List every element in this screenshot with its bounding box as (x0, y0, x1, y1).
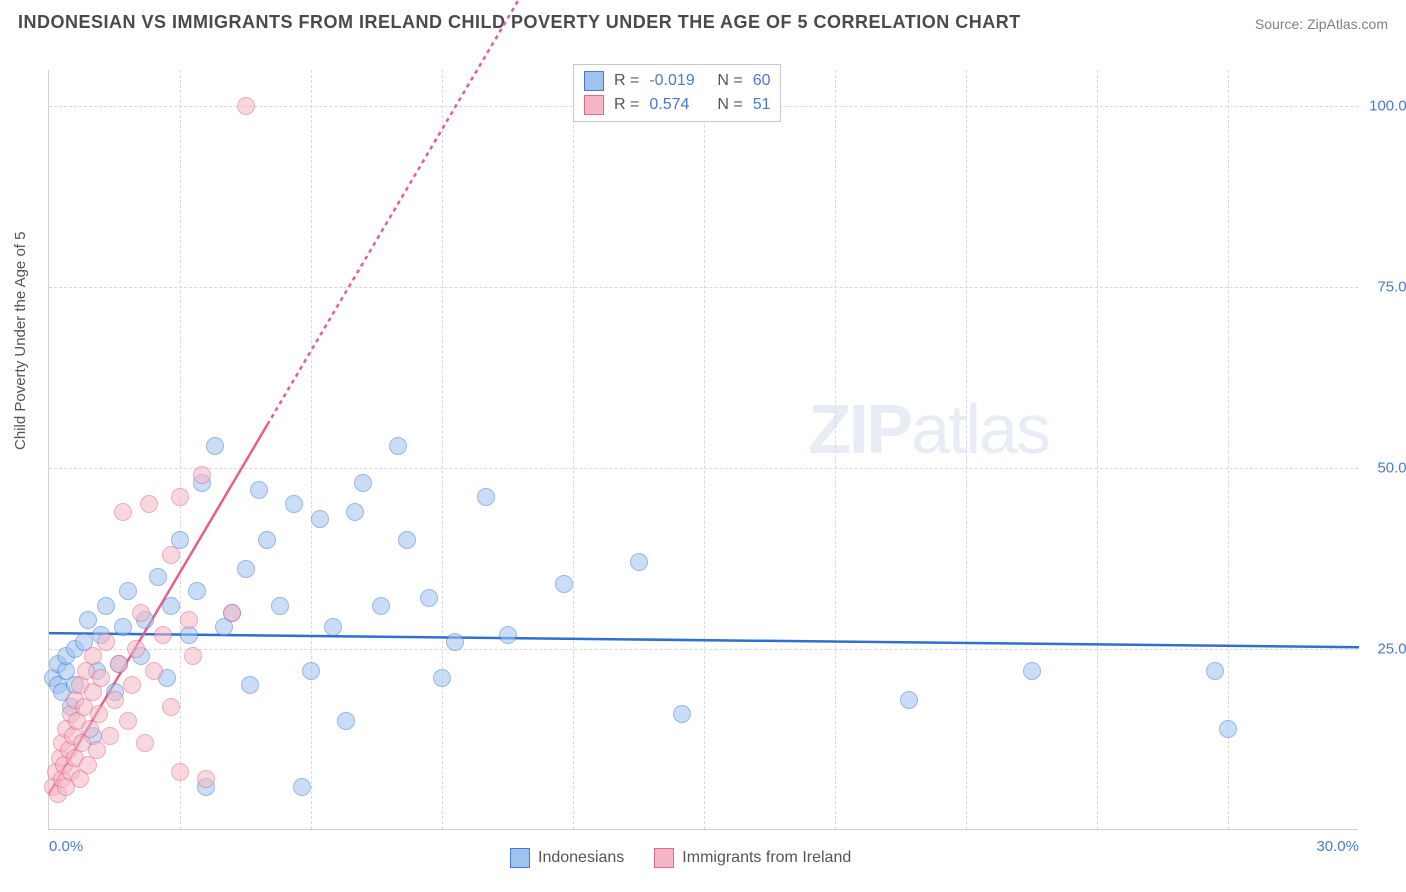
stats-legend: R = -0.019 N = 60 R = 0.574 N = 51 (573, 64, 781, 122)
scatter-point (145, 662, 163, 680)
scatter-point (398, 531, 416, 549)
stat-n-label: N = (717, 93, 742, 117)
scatter-point (88, 741, 106, 759)
scatter-point (180, 611, 198, 629)
scatter-point (123, 676, 141, 694)
stat-r-value: 0.574 (649, 93, 707, 117)
scatter-point (162, 597, 180, 615)
x-tick-label: 0.0% (49, 838, 83, 855)
y-tick-label: 100.0% (1369, 98, 1406, 115)
y-axis-label: Child Poverty Under the Age of 5 (12, 232, 29, 450)
scatter-point (389, 437, 407, 455)
scatter-point (354, 474, 372, 492)
scatter-point (1219, 720, 1237, 738)
stats-row: R = -0.019 N = 60 (584, 69, 770, 93)
scatter-point (90, 705, 108, 723)
y-tick-label: 25.0% (1377, 641, 1406, 658)
scatter-point (193, 466, 211, 484)
scatter-point (420, 589, 438, 607)
y-tick-label: 50.0% (1377, 460, 1406, 477)
stat-r-label: R = (614, 93, 639, 117)
legend-swatch (584, 95, 604, 115)
scatter-point (250, 481, 268, 499)
scatter-point (271, 597, 289, 615)
legend-label: Indonesians (538, 849, 624, 867)
scatter-point (372, 597, 390, 615)
x-tick-label: 30.0% (1316, 838, 1359, 855)
scatter-point (127, 640, 145, 658)
scatter-point (206, 437, 224, 455)
scatter-point (241, 676, 259, 694)
scatter-point (302, 662, 320, 680)
scatter-point (900, 691, 918, 709)
scatter-point (433, 669, 451, 687)
trend-line (49, 633, 1359, 647)
legend-swatch (584, 71, 604, 91)
scatter-point (346, 503, 364, 521)
scatter-point (1206, 662, 1224, 680)
scatter-point (223, 604, 241, 622)
stat-n-label: N = (717, 69, 742, 93)
scatter-point (337, 712, 355, 730)
scatter-point (258, 531, 276, 549)
scatter-point (119, 582, 137, 600)
trend-line-dashed (267, 0, 1359, 425)
scatter-point (184, 647, 202, 665)
scatter-point (171, 488, 189, 506)
trend-layer (49, 70, 1359, 830)
scatter-point (477, 488, 495, 506)
source-label: Source: ZipAtlas.com (1255, 16, 1388, 32)
scatter-point (162, 546, 180, 564)
scatter-point (324, 618, 342, 636)
legend-swatch (510, 848, 530, 868)
legend-swatch (654, 848, 674, 868)
scatter-point (119, 712, 137, 730)
y-tick-label: 75.0% (1377, 279, 1406, 296)
scatter-point (110, 655, 128, 673)
scatter-point (84, 647, 102, 665)
scatter-point (630, 553, 648, 571)
scatter-point (499, 626, 517, 644)
scatter-point (285, 495, 303, 513)
stat-n-value: 51 (753, 93, 771, 117)
stat-n-value: 60 (753, 69, 771, 93)
stat-r-value: -0.019 (649, 69, 707, 93)
chart-container: INDONESIAN VS IMMIGRANTS FROM IRELAND CH… (0, 0, 1406, 892)
scatter-point (154, 626, 172, 644)
stat-r-label: R = (614, 69, 639, 93)
scatter-point (311, 510, 329, 528)
scatter-point (188, 582, 206, 600)
plot-area: ZIPatlas 25.0%50.0%75.0%100.0%0.0%30.0%R… (48, 70, 1358, 830)
scatter-point (293, 778, 311, 796)
scatter-point (106, 691, 124, 709)
scatter-point (97, 633, 115, 651)
scatter-point (555, 575, 573, 593)
scatter-point (197, 770, 215, 788)
legend-item: Immigrants from Ireland (654, 848, 851, 868)
scatter-point (132, 604, 150, 622)
legend-label: Immigrants from Ireland (682, 849, 851, 867)
scatter-point (136, 734, 154, 752)
scatter-point (114, 618, 132, 636)
scatter-point (101, 727, 119, 745)
scatter-point (673, 705, 691, 723)
scatter-point (114, 503, 132, 521)
stats-row: R = 0.574 N = 51 (584, 93, 770, 117)
scatter-point (237, 560, 255, 578)
legend-bottom: Indonesians Immigrants from Ireland (510, 848, 851, 868)
scatter-point (237, 97, 255, 115)
scatter-point (92, 669, 110, 687)
scatter-point (171, 763, 189, 781)
scatter-point (162, 698, 180, 716)
chart-title: INDONESIAN VS IMMIGRANTS FROM IRELAND CH… (18, 12, 1021, 33)
legend-item: Indonesians (510, 848, 624, 868)
scatter-point (140, 495, 158, 513)
scatter-point (446, 633, 464, 651)
scatter-point (79, 611, 97, 629)
scatter-point (1023, 662, 1041, 680)
scatter-point (149, 568, 167, 586)
scatter-point (97, 597, 115, 615)
